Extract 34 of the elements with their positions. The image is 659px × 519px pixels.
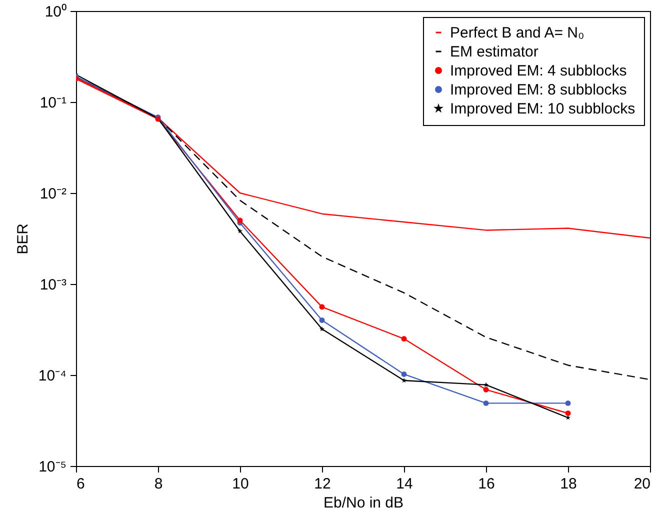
point [483, 400, 489, 406]
y-tick-label: 10⁻³ [40, 276, 66, 294]
point [483, 386, 489, 392]
point [319, 304, 325, 310]
x-tick-label: 10 [232, 476, 249, 492]
point [319, 326, 325, 332]
y-tick-label: 10⁻¹ [40, 94, 66, 112]
point [401, 371, 407, 377]
x-tick-label: 16 [478, 476, 495, 492]
point [401, 378, 407, 383]
legend-label: Perfect B and A= N₀ [450, 24, 584, 42]
x-tick-label: 8 [154, 476, 163, 492]
y-tick-label: 10⁻⁵ [38, 458, 66, 476]
point [237, 228, 243, 234]
legend-label: Improved EM: 4 subblocks [450, 62, 627, 80]
point [319, 317, 325, 323]
x-axis-title: Eb/No in dB [323, 494, 404, 512]
legend-label: EM estimator [450, 44, 538, 60]
x-tick-label: 6 [76, 476, 85, 492]
x-tick-label: 14 [396, 476, 413, 492]
point [565, 410, 571, 416]
point [483, 382, 489, 388]
legend-label: Improved EM: 10 subblocks [450, 100, 636, 118]
y-tick-label: 10⁰ [44, 4, 66, 20]
x-tick-label: 12 [314, 476, 331, 492]
legend-label: Improved EM: 8 subblocks [450, 82, 627, 98]
y-tick-label: 10⁻⁴ [38, 368, 66, 384]
x-tick-label: 20 [634, 476, 650, 492]
point [565, 400, 571, 406]
y-axis-title: BER [14, 223, 32, 254]
point [401, 336, 407, 342]
point [237, 218, 243, 224]
y-tick-label: 10⁻² [40, 186, 66, 202]
x-tick-label: 18 [560, 476, 577, 492]
